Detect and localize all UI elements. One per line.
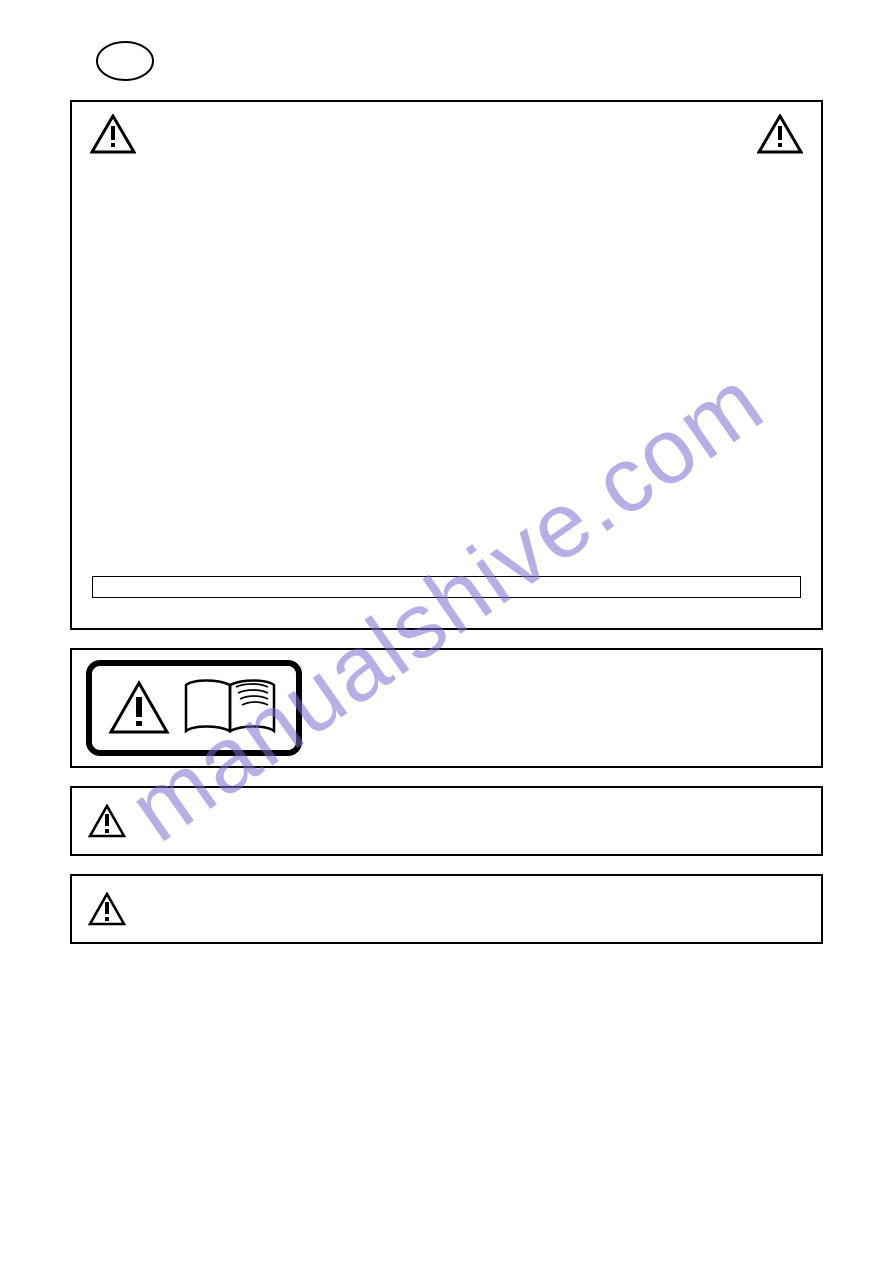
- warning-icon: [757, 114, 803, 154]
- badge-frame: [86, 660, 302, 756]
- inner-bar: [92, 576, 801, 598]
- warning-icon: [108, 680, 170, 736]
- page-root: manualshive.com: [0, 0, 893, 1263]
- warning-icon: [88, 804, 126, 838]
- open-book-icon: [180, 677, 280, 739]
- read-manual-box: [70, 648, 823, 768]
- warning-icon: [88, 892, 126, 926]
- language-ellipse: [95, 40, 155, 82]
- notice-box-2: [70, 874, 823, 944]
- notice-box-1: [70, 786, 823, 856]
- main-warning-box: [70, 100, 823, 630]
- warning-icon: [90, 114, 136, 154]
